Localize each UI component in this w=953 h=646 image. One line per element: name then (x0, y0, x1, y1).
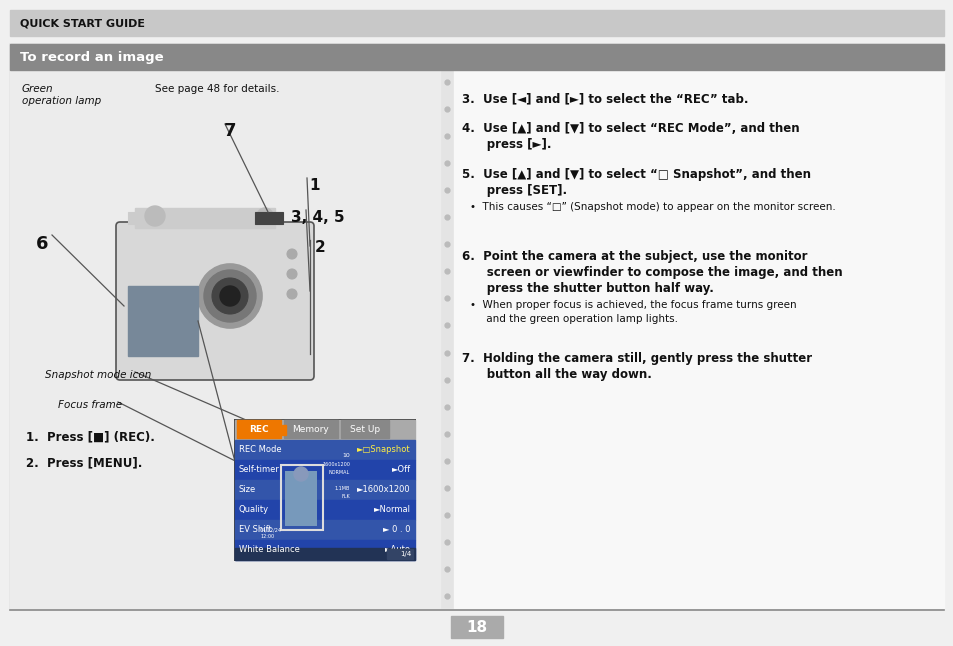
Text: 4.  Use [▲] and [▼] to select “REC Mode”, and then: 4. Use [▲] and [▼] to select “REC Mode”,… (461, 122, 799, 135)
Bar (10, 10, 943, 36)
Bar (256, 448, 352, 536)
Text: 6.  Point the camera at the subject, use the monitor: 6. Point the camera at the subject, use … (461, 250, 806, 263)
Bar (234, 520, 415, 540)
Bar (128, 212, 148, 224)
Text: 5.  Use [▲] and [▼] to select “□ Snapshot”, and then: 5. Use [▲] and [▼] to select “□ Snapshot… (461, 168, 810, 181)
Text: To record an image: To record an image (20, 50, 164, 63)
Text: 1600x1200: 1600x1200 (322, 462, 350, 467)
Bar (10, 44, 943, 70)
Text: REC: REC (249, 424, 269, 433)
Bar (285, 471, 316, 526)
Circle shape (145, 206, 165, 226)
Text: NORMAL: NORMAL (329, 470, 350, 475)
Text: 18: 18 (466, 620, 487, 634)
Bar (233, 419, 416, 561)
Bar (135, 208, 274, 228)
Text: QUICK START GUIDE: QUICK START GUIDE (20, 18, 145, 28)
Circle shape (212, 278, 248, 314)
Text: Memory: Memory (293, 424, 329, 433)
Text: Size: Size (239, 486, 256, 494)
Bar (234, 420, 415, 440)
Text: Quality: Quality (239, 506, 269, 514)
Bar (284, 420, 337, 438)
Text: 04/12/24
12:00: 04/12/24 12:00 (260, 528, 282, 539)
Text: Green
operation lamp: Green operation lamp (22, 84, 101, 105)
Text: 10: 10 (342, 453, 350, 458)
Text: Snapshot mode icon: Snapshot mode icon (45, 370, 152, 380)
Text: 3.  Use [◄] and [►] to select the “REC” tab.: 3. Use [◄] and [►] to select the “REC” t… (461, 92, 748, 105)
Bar (451, 616, 502, 638)
Text: 3, 4, 5: 3, 4, 5 (291, 210, 344, 225)
Text: 1.1MB: 1.1MB (335, 486, 350, 491)
Bar (281, 465, 323, 530)
Text: White Balance: White Balance (239, 545, 299, 554)
Circle shape (256, 208, 273, 224)
Circle shape (198, 264, 262, 328)
Text: Focus frame: Focus frame (58, 400, 122, 410)
Circle shape (294, 467, 308, 481)
Text: ►Auto: ►Auto (385, 545, 411, 554)
Text: •  This causes “□” (Snapshot mode) to appear on the monitor screen.: • This causes “□” (Snapshot mode) to app… (470, 202, 835, 212)
Circle shape (243, 429, 367, 553)
Text: ►Off: ►Off (392, 466, 411, 475)
Circle shape (220, 286, 240, 306)
Text: button all the way down.: button all the way down. (461, 368, 651, 381)
Bar (10, 70, 439, 608)
Text: 1/4: 1/4 (399, 551, 411, 557)
Text: 7.  Holding the camera still, gently press the shutter: 7. Holding the camera still, gently pres… (461, 352, 811, 365)
Bar (234, 540, 415, 560)
Text: Set Up: Set Up (350, 424, 379, 433)
Text: ► 0 . 0: ► 0 . 0 (383, 525, 411, 534)
Text: press the shutter button half way.: press the shutter button half way. (461, 282, 713, 295)
Circle shape (287, 289, 296, 299)
Text: 6: 6 (35, 235, 49, 253)
Circle shape (287, 269, 296, 279)
Text: FLK: FLK (341, 494, 350, 499)
Bar (340, 420, 389, 438)
Bar (234, 500, 415, 520)
Text: 1.  Press [■] (REC).: 1. Press [■] (REC). (26, 430, 154, 443)
Text: ►□Snapshot: ►□Snapshot (357, 446, 411, 455)
Text: Self-timer: Self-timer (239, 466, 279, 475)
Text: ►Normal: ►Normal (374, 506, 411, 514)
Bar (387, 549, 413, 559)
Text: •  When proper focus is achieved, the focus frame turns green: • When proper focus is achieved, the foc… (470, 300, 796, 310)
FancyBboxPatch shape (116, 222, 314, 380)
Bar (234, 548, 415, 560)
Text: screen or viewfinder to compose the image, and then: screen or viewfinder to compose the imag… (461, 266, 841, 279)
Text: 1: 1 (310, 178, 320, 193)
Text: EV Shift: EV Shift (239, 525, 272, 534)
Text: 2.  Press [MENU].: 2. Press [MENU]. (26, 456, 142, 469)
Bar (236, 420, 281, 438)
Text: 2: 2 (314, 240, 325, 255)
Circle shape (204, 270, 255, 322)
Text: press [SET].: press [SET]. (461, 184, 566, 197)
Text: REC Mode: REC Mode (239, 446, 281, 455)
Bar (128, 286, 198, 356)
Text: See page 48 for details.: See page 48 for details. (154, 84, 279, 94)
Bar (234, 440, 415, 460)
Bar (10, 44, 943, 608)
Text: 7: 7 (224, 122, 236, 140)
Bar (254, 212, 283, 224)
Text: ►1600x1200: ►1600x1200 (357, 486, 411, 494)
Text: and the green operation lamp lights.: and the green operation lamp lights. (470, 314, 678, 324)
Bar (234, 460, 415, 480)
Bar (282, 425, 286, 435)
Text: press [►].: press [►]. (461, 138, 551, 151)
Circle shape (287, 249, 296, 259)
Bar (234, 480, 415, 500)
Bar (454, 70, 943, 608)
